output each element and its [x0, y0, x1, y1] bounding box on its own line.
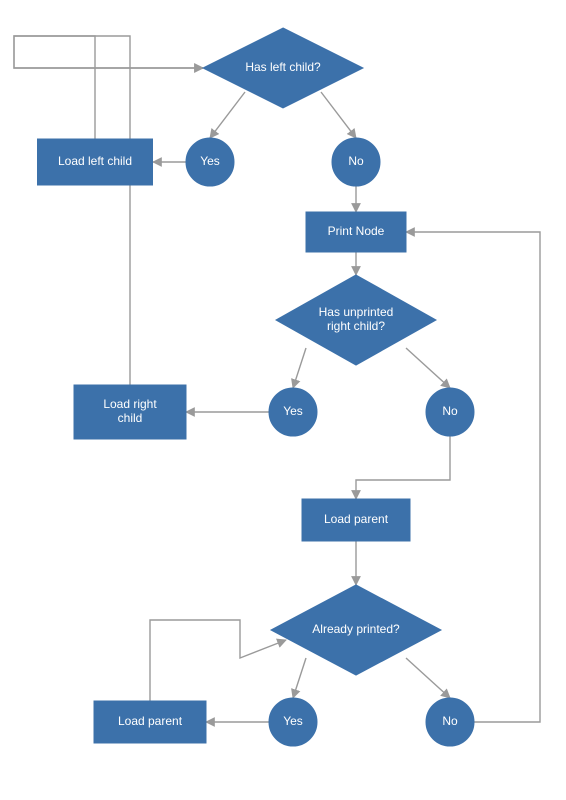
node-label: No — [442, 404, 458, 418]
edge — [14, 36, 203, 139]
node-r1: Load left child — [38, 139, 153, 185]
node-label: Load left child — [58, 154, 132, 168]
node-c4: No — [426, 388, 474, 436]
node-r5: Load parent — [94, 701, 206, 743]
node-label: Has left child? — [245, 60, 321, 74]
node-r4: Load parent — [302, 499, 410, 541]
edge — [210, 92, 245, 138]
node-c3: Yes — [269, 388, 317, 436]
node-r3: Load rightchild — [74, 385, 186, 439]
edge — [406, 348, 450, 388]
node-label: Has unprintedright child? — [319, 305, 394, 333]
node-c2: No — [332, 138, 380, 186]
node-d2: Has unprintedright child? — [276, 275, 436, 365]
node-label: Yes — [200, 154, 220, 168]
edge — [14, 36, 203, 385]
nodes-group: Has left child? Yes No Load left child Print… — [38, 28, 475, 746]
edge — [150, 620, 286, 701]
edge — [293, 658, 306, 698]
node-label: Load parent — [324, 512, 389, 526]
node-label: No — [442, 714, 458, 728]
node-label: Yes — [283, 714, 303, 728]
edge — [406, 658, 450, 698]
edge — [406, 232, 540, 722]
node-d3: Already printed? — [271, 585, 441, 675]
node-label: No — [348, 154, 364, 168]
node-c1: Yes — [186, 138, 234, 186]
edge — [321, 92, 356, 138]
edge — [356, 436, 450, 499]
edge — [293, 348, 306, 388]
node-label: Yes — [283, 404, 303, 418]
node-c6: No — [426, 698, 474, 746]
node-label: Already printed? — [312, 622, 400, 636]
flowchart-canvas: Has left child? Yes No Load left child Print… — [0, 0, 566, 800]
node-label: Print Node — [328, 224, 385, 238]
node-c5: Yes — [269, 698, 317, 746]
node-d1: Has left child? — [203, 28, 363, 108]
node-label: Load parent — [118, 714, 183, 728]
node-r2: Print Node — [306, 212, 406, 252]
